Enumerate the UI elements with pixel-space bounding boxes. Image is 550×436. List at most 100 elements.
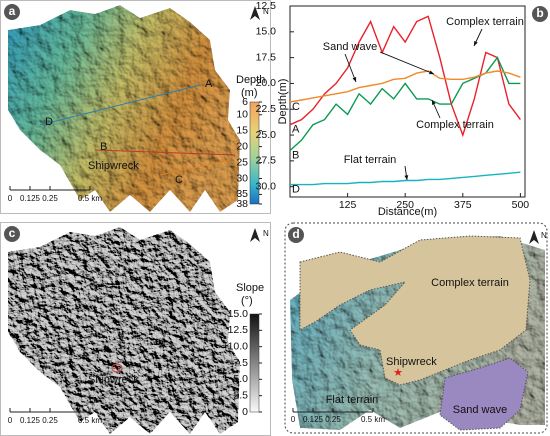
panel-c: c N Shipwreck 0 0.125 0.25 0.5 km Slope … [0, 222, 271, 436]
profile-marker: C [175, 174, 183, 186]
site-marker [111, 363, 123, 373]
scale-label: 0.125 [20, 194, 41, 203]
y-tick-label: 27.5 [256, 155, 277, 167]
colorbar-tick-label: 7.5 [233, 357, 248, 369]
north-label: N [541, 231, 547, 240]
panel-badge [4, 4, 20, 20]
colorbar-unit: (m) [241, 87, 258, 99]
arrow-head [432, 100, 436, 105]
y-tick-label: 20.0 [256, 77, 277, 89]
north-label: N [263, 7, 269, 16]
colorbar-title: Depth [236, 74, 265, 86]
north-arrow [250, 228, 260, 242]
y-axis-label: Depth(m) [277, 79, 289, 125]
bathymetry-map [8, 5, 240, 212]
scale-label: 0.5 km [78, 194, 102, 203]
profile-marker: B [100, 141, 107, 153]
arrow-head [404, 175, 409, 180]
scale-label: 0.125 [303, 415, 324, 424]
scale-label: 0.5 km [361, 415, 385, 424]
series-line [290, 171, 521, 186]
panel-badge [288, 227, 304, 243]
y-tick-label: 30.0 [256, 180, 277, 192]
x-tick-label: 250 [396, 199, 414, 211]
annotation: Flat terrain [344, 154, 397, 166]
scale-label: 0.25 [42, 416, 58, 425]
x-tick-label: 375 [454, 199, 472, 211]
site-label: Shipwreck [88, 160, 139, 172]
x-tick-label: 125 [339, 199, 357, 211]
north-arrow [529, 230, 539, 244]
panel-badge [532, 6, 548, 22]
y-tick-label: 25.0 [256, 129, 277, 141]
x-tick-label: 500 [512, 199, 530, 211]
colorbar-tick-label: 30 [236, 172, 248, 184]
panel-b: b 12.5 15.0 17.5 20.0 22.5 25.0 27.5 30.0 125 250 3… [256, 0, 548, 218]
annotation: Sand wave [323, 41, 377, 53]
arrow-head [352, 77, 357, 82]
panel-frame [284, 222, 548, 434]
scale-bar [292, 408, 374, 413]
profile-line [159, 159, 231, 176]
colorbar-tick-label: 15.0 [228, 308, 249, 320]
scale-bar [9, 186, 91, 191]
colorbar [249, 313, 260, 413]
complex-terrain-region [299, 235, 531, 386]
region-label: Sand wave [453, 404, 507, 416]
arrow-head [474, 41, 478, 46]
profile-marker: D [45, 116, 53, 128]
x-axis-label: Distance(m) [378, 206, 437, 218]
panel-label: d [292, 227, 299, 241]
plot-frame [289, 5, 526, 198]
scale-bar [9, 408, 91, 413]
colorbar-tick-label: 38 [236, 198, 248, 210]
colorbar-tick-label: 12.5 [228, 324, 249, 336]
y-tick-label: 17.5 [256, 51, 277, 63]
y-tick-label: 15.0 [256, 26, 277, 38]
annotation: Complex terrain [446, 16, 524, 28]
north-arrow [250, 6, 260, 20]
y-tick-label: 22.5 [256, 103, 277, 115]
colorbar-tick-label: 10.0 [228, 340, 249, 352]
colorbar-tick-label: 10 [236, 109, 248, 121]
panel-label: a [9, 4, 16, 18]
site-label: Shipwreck [88, 374, 139, 386]
colorbar-tick-label: 15 [236, 124, 248, 136]
series-line [289, 15, 521, 138]
site-star: ★ [393, 367, 403, 379]
profile-line [94, 149, 236, 156]
colorbar-tick-label: 0 [242, 406, 248, 418]
scale-label: 0.125 [20, 416, 41, 425]
colorbar-tick-label: 2.5 [233, 389, 248, 401]
y-tick-label: 12.5 [256, 0, 277, 12]
series-label: D [292, 184, 300, 196]
panel-d: d N Complex terrain Flat terrain Sand wa… [284, 222, 548, 434]
series-line [289, 70, 521, 103]
site-label: Shipwreck [386, 356, 437, 368]
region-label: Complex terrain [431, 277, 509, 289]
colorbar [249, 101, 260, 205]
series-label: C [292, 101, 300, 113]
region-label: Flat terrain [326, 394, 379, 406]
profile-line [39, 84, 201, 126]
panel-label: c [9, 226, 16, 240]
colorbar-tick-label: 25 [236, 156, 248, 168]
colorbar-tick-label: 5.0 [233, 373, 248, 385]
colorbar-title: Slope [236, 282, 264, 294]
annotation-arrow [379, 51, 435, 75]
colorbar-unit: (°) [241, 295, 253, 307]
series-label: B [292, 149, 299, 161]
panel-label: b [536, 6, 543, 20]
slope-map [8, 227, 240, 434]
scale-label: 0 [8, 416, 13, 425]
scale-label: 0.25 [42, 194, 58, 203]
north-label: N [263, 229, 269, 238]
colorbar-tick-label: 20 [236, 140, 248, 152]
scale-label: 0 [8, 194, 13, 203]
annotation: Complex terrain [416, 119, 494, 131]
annotation-arrow [344, 53, 357, 83]
sand-wave-region [439, 357, 529, 431]
panel-a: a N D B A C Shipwreck 0 0.125 0.25 0.5 k… [0, 0, 271, 214]
scale-label: 0.5 km [78, 416, 102, 425]
